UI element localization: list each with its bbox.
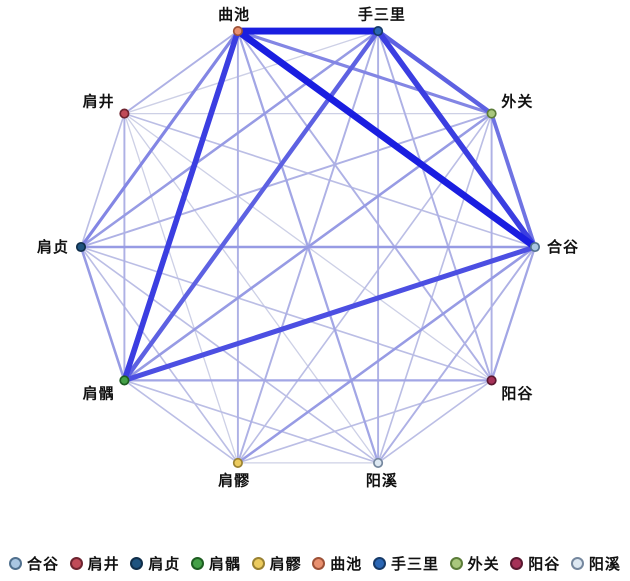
legend-color-dot-icon (130, 556, 144, 570)
legend-label: 肩贞 (148, 554, 181, 573)
graph-node (486, 375, 497, 386)
graph-edge (123, 379, 239, 464)
graph-node-label: 合谷 (546, 238, 579, 256)
graph-node-label: 阳谷 (501, 385, 533, 403)
legend-item: 曲池 (312, 553, 362, 574)
legend-color-dot-icon (190, 556, 204, 570)
graph-node (232, 457, 243, 468)
legend-label: 阳谷 (528, 554, 561, 573)
graph-edge (122, 28, 381, 383)
graph-edge (377, 112, 493, 464)
graph-edge (79, 29, 380, 249)
graph-edge (121, 28, 241, 384)
legend: 合谷 肩井 肩贞 肩髃 肩髎 曲池 手三里 外关 阳谷 阳溪 (0, 547, 630, 579)
graph-edge (80, 112, 126, 248)
graph-edge (123, 30, 239, 115)
graph-edge (236, 245, 537, 465)
legend-label: 曲池 (330, 554, 363, 573)
graph-node-label: 肩贞 (37, 238, 69, 256)
legend-color-dot-icon (372, 556, 386, 570)
legend-label: 肩髃 (208, 554, 241, 573)
legend-color-dot-icon (251, 556, 265, 570)
legend-label: 外关 (467, 554, 500, 573)
legend-item: 外关 (449, 553, 500, 574)
legend-item: 阳谷 (510, 553, 560, 574)
graph-node-label: 肩髃 (83, 385, 115, 403)
graph-node (529, 241, 541, 253)
graph-edge (375, 28, 494, 116)
graph-edge (79, 245, 126, 382)
graph-edge (234, 27, 539, 251)
legend-color-dot-icon (570, 556, 584, 570)
legend-item: 合谷 (9, 553, 59, 574)
graph-node-label: 阳溪 (366, 472, 398, 490)
graph-edge (489, 111, 537, 249)
graph-edge (121, 244, 538, 383)
graph-node (373, 26, 384, 37)
graph-edge (236, 29, 494, 116)
graph-node-label: 外关 (500, 93, 533, 111)
graph-node (119, 108, 130, 119)
legend-color-dot-icon (312, 556, 326, 570)
graph-edge (237, 112, 493, 464)
legend-label: 阳溪 (588, 554, 621, 573)
legend-label: 肩井 (87, 554, 120, 573)
graph-node (373, 457, 384, 468)
graph-edge (123, 112, 493, 382)
graph-edge (123, 112, 239, 464)
legend-item: 阳溪 (570, 553, 621, 574)
graph-node (486, 108, 497, 119)
legend-item: 肩贞 (130, 553, 180, 574)
graph-edge (490, 245, 537, 382)
graph-edge (375, 28, 538, 250)
legend-item: 手三里 (372, 553, 439, 574)
graph-node-label: 曲池 (218, 6, 250, 24)
legend-item: 肩井 (69, 553, 120, 574)
graph-edge (79, 29, 240, 249)
legend-color-dot-icon (69, 556, 83, 570)
graph-node (119, 375, 130, 386)
graph-edge (80, 246, 379, 464)
graph-node-label: 手三里 (358, 6, 406, 24)
graph-edge (377, 246, 536, 464)
legend-color-dot-icon (9, 556, 22, 570)
graph-edge (377, 379, 493, 464)
legend-label: 合谷 (27, 554, 60, 573)
legend-item: 肩髎 (251, 553, 302, 574)
graph-node (75, 241, 87, 253)
legend-color-dot-icon (449, 556, 463, 570)
graph-edge (377, 30, 493, 382)
graph-node-label: 肩井 (83, 93, 115, 111)
graph-node (232, 26, 243, 37)
legend-label: 肩髎 (269, 554, 302, 573)
legend-color-dot-icon (510, 556, 524, 570)
legend-item: 肩髃 (190, 553, 241, 574)
legend-label: 手三里 (390, 554, 439, 573)
graph-node-label: 肩髎 (218, 472, 250, 490)
